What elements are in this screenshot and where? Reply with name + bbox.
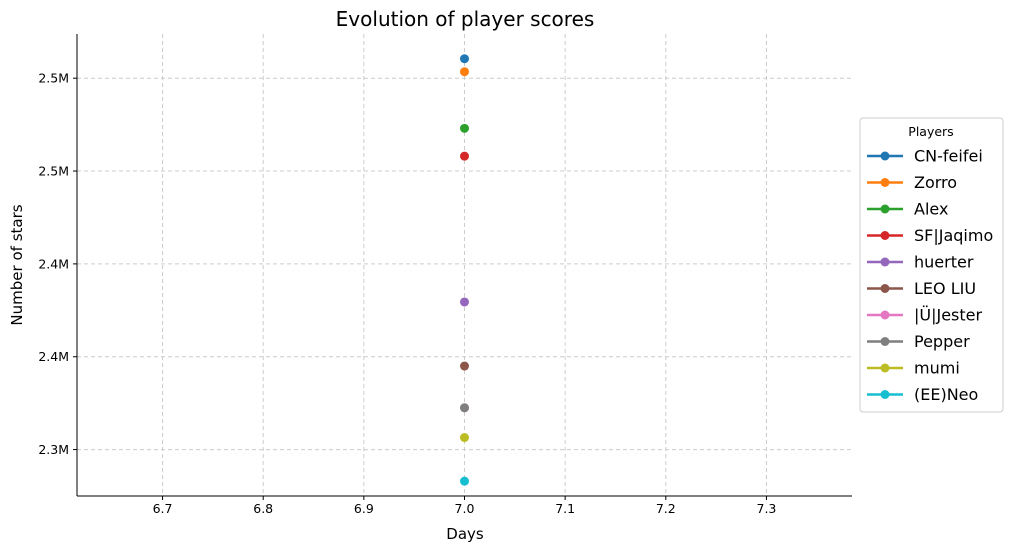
y-tick-label: 2.4M	[38, 256, 69, 271]
y-tick-label: 2.5M	[38, 164, 69, 179]
y-tick-label: 2.5M	[38, 71, 69, 86]
legend-label: Pepper	[914, 332, 970, 351]
data-point	[460, 476, 469, 486]
legend-item: Alex	[867, 200, 948, 219]
legend-frame	[859, 117, 1004, 413]
legend-label: |Ü|Jester	[914, 306, 983, 325]
legend-item: Zorro	[867, 173, 957, 192]
y-ticks: 2.3M 2.4M 2.4M 2.5M 2.5M	[38, 71, 77, 457]
x-tick-label: 7.1	[555, 501, 575, 516]
legend: Players CN-feifei Zorro Alex SF|Jaqimo huert…	[859, 117, 1004, 413]
data-point	[460, 54, 469, 64]
legend-label: SF|Jaqimo	[914, 226, 993, 245]
data-point	[460, 403, 469, 413]
data-point	[460, 123, 469, 133]
y-axis-label: Number of stars	[8, 204, 26, 325]
legend-item: LEO LIU	[867, 279, 976, 298]
data-point	[460, 297, 469, 307]
x-tick-label: 6.9	[354, 501, 374, 516]
legend-marker	[880, 310, 890, 320]
legend-item: mumi	[867, 359, 960, 378]
data-points	[460, 54, 469, 486]
legend-marker	[880, 204, 890, 214]
legend-label: Alex	[914, 200, 948, 219]
x-tick-label: 7.3	[757, 501, 777, 516]
legend-label: CN-feifei	[914, 147, 983, 166]
x-tick-label: 6.8	[253, 501, 273, 516]
chart-title: Evolution of player scores	[336, 7, 595, 31]
legend-item: |Ü|Jester	[867, 306, 983, 325]
legend-marker	[880, 284, 890, 293]
legend-label: mumi	[914, 359, 960, 378]
legend-marker	[880, 257, 890, 267]
legend-marker	[880, 390, 890, 399]
legend-items: CN-feifei Zorro Alex SF|Jaqimo huerter LEO LI…	[867, 147, 993, 404]
legend-marker	[880, 231, 890, 240]
legend-item: huerter	[867, 253, 974, 272]
x-tick-label: 6.7	[153, 501, 173, 516]
legend-item: (EE)Neo	[867, 385, 978, 404]
data-point	[460, 151, 469, 161]
x-tick-label: 7.0	[455, 501, 475, 516]
x-tick-label: 7.2	[656, 501, 676, 516]
legend-title: Players	[908, 124, 953, 139]
legend-label: LEO LIU	[914, 279, 976, 298]
legend-item: Pepper	[867, 332, 970, 351]
x-axis-label: Days	[446, 525, 484, 543]
legend-item: SF|Jaqimo	[867, 226, 993, 245]
data-point	[460, 361, 469, 371]
x-ticks: 6.7 6.8 6.9 7.0 7.1 7.2 7.3	[153, 496, 777, 516]
data-point	[460, 433, 469, 443]
legend-item: CN-feifei	[867, 147, 983, 166]
legend-marker	[880, 178, 890, 187]
legend-label: (EE)Neo	[914, 385, 978, 404]
legend-marker	[880, 337, 890, 346]
grid	[77, 34, 852, 496]
y-tick-label: 2.3M	[38, 442, 69, 457]
legend-marker	[880, 151, 890, 161]
y-tick-label: 2.4M	[38, 349, 69, 364]
legend-label: Zorro	[914, 173, 957, 192]
data-point	[460, 67, 469, 77]
legend-marker	[880, 363, 890, 373]
legend-label: huerter	[914, 253, 974, 272]
